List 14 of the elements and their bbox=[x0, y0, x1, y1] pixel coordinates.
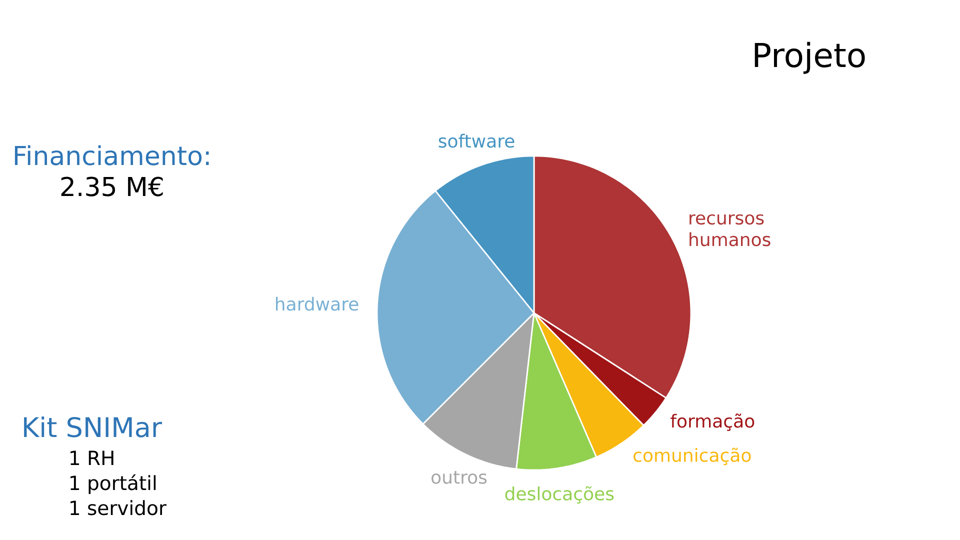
slice-label: outros bbox=[432, 470, 487, 484]
slice-label: hardware bbox=[276, 296, 358, 311]
slice-label: software bbox=[438, 134, 514, 148]
slice-label: recursos humanos bbox=[690, 214, 770, 246]
text: Kit SNIMar bbox=[24, 416, 162, 438]
text: 1 RH bbox=[70, 450, 114, 465]
chart-title: Projeto bbox=[754, 42, 865, 74]
text: Financiamento: bbox=[14, 145, 209, 166]
slice-label: formação bbox=[670, 414, 754, 431]
slice-label: comunicação bbox=[634, 448, 751, 466]
text: 2.35 M€ bbox=[61, 176, 163, 196]
text: 1 portátil bbox=[70, 474, 156, 494]
text: 1 servidor bbox=[70, 500, 166, 516]
slice-label: deslocações bbox=[505, 486, 614, 504]
